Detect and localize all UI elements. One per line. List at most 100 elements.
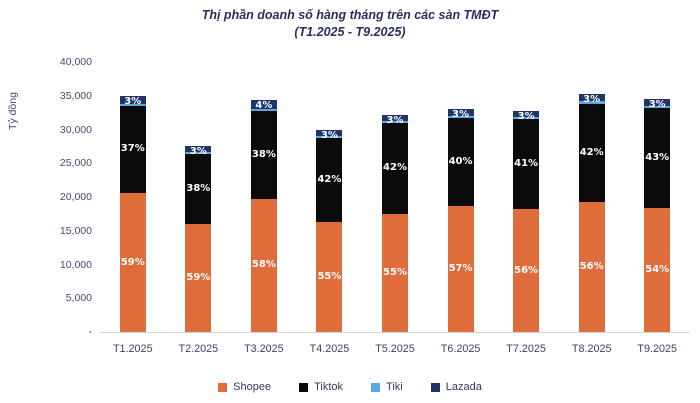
segment-shopee-T3.2025 xyxy=(250,198,277,332)
data-label-shopee-T2.2025: 59% xyxy=(186,271,211,283)
bar-T3.2025: 58% 38% 4% xyxy=(250,99,277,332)
y-tick: 35,000 xyxy=(59,89,92,102)
bar-T7.2025: 56% 41% 3% xyxy=(513,110,540,332)
y-tick: 30,000 xyxy=(59,123,92,136)
legend-item-tiki: Tiki xyxy=(371,381,403,393)
segment-lazada-T3.2025 xyxy=(250,99,277,109)
bar-T1.2025: 59% 37% 3% xyxy=(119,96,146,332)
bar-T2.2025: 59% 38% 3% xyxy=(185,146,212,332)
y-axis-title: Tỷ đồng xyxy=(7,92,19,130)
plot-area: 59% 37% 3% 59% 38% 3% 58% 38% 4% 55% 42% 3% 55% 42% 3%… xyxy=(100,62,690,333)
segment-tiktok-T5.2025 xyxy=(382,123,408,214)
legend-swatch-lazada xyxy=(430,382,440,392)
data-label-lazada-T4.2025: 3% xyxy=(320,129,338,141)
data-label-lazada-T9.2025: 3% xyxy=(648,99,666,111)
segment-lazada-T1.2025 xyxy=(119,96,146,104)
bar-T5.2025: 55% 42% 3% xyxy=(382,114,408,332)
segment-shopee-T5.2025 xyxy=(382,213,408,332)
x-label-T3.2025: T3.2025 xyxy=(244,343,284,355)
data-label-shopee-T9.2025: 54% xyxy=(645,263,670,275)
segment-lazada-T7.2025 xyxy=(513,110,540,118)
segment-tiktok-T8.2025 xyxy=(578,103,605,202)
x-label-T8.2025: T8.2025 xyxy=(571,343,612,355)
data-label-tiktok-T7.2025: 41% xyxy=(514,158,539,170)
segment-shopee-T7.2025 xyxy=(513,209,540,332)
legend-swatch-shopee xyxy=(218,382,228,392)
chart-title-line2: (T1.2025 - T9.2025) xyxy=(294,25,406,39)
data-label-tiktok-T5.2025: 42% xyxy=(383,162,407,174)
x-label-T9.2025: T9.2025 xyxy=(637,343,678,355)
data-label-tiktok-T8.2025: 42% xyxy=(579,146,604,158)
legend-item-shopee: Shopee xyxy=(218,381,271,393)
data-label-tiktok-T9.2025: 43% xyxy=(645,151,670,163)
segment-lazada-T2.2025 xyxy=(185,146,212,152)
x-label-T7.2025: T7.2025 xyxy=(506,343,546,355)
segment-lazada-T5.2025 xyxy=(382,114,408,122)
segment-tiktok-T4.2025 xyxy=(316,137,343,222)
chart-title: Thị phần doanh số hàng tháng trên các sà… xyxy=(0,7,700,41)
data-label-lazada-T6.2025: 3% xyxy=(452,109,470,121)
segment-shopee-T9.2025 xyxy=(644,207,671,332)
y-tick: 15,000 xyxy=(59,224,92,237)
segment-tiki-T1.2025 xyxy=(119,103,146,106)
data-label-lazada-T7.2025: 3% xyxy=(517,110,535,122)
data-label-tiktok-T2.2025: 38% xyxy=(186,182,211,194)
segment-shopee-T1.2025 xyxy=(119,193,146,332)
segment-tiki-T3.2025 xyxy=(250,109,277,112)
data-label-shopee-T6.2025: 57% xyxy=(448,263,473,275)
legend-label-shopee: Shopee xyxy=(233,381,272,393)
segment-tiki-T7.2025 xyxy=(513,117,540,120)
segment-tiki-T6.2025 xyxy=(447,115,474,119)
data-label-shopee-T1.2025: 59% xyxy=(120,256,145,268)
y-tick: 40,000 xyxy=(59,56,92,68)
segment-shopee-T4.2025 xyxy=(316,221,343,332)
segment-tiktok-T9.2025 xyxy=(644,108,671,208)
segment-tiktok-T1.2025 xyxy=(119,105,146,194)
data-label-lazada-T5.2025: 3% xyxy=(386,114,404,126)
legend-label-tiktok: Tiktok xyxy=(314,381,344,393)
data-label-lazada-T2.2025: 3% xyxy=(189,146,207,158)
bar-T4.2025: 55% 42% 3% xyxy=(316,129,343,332)
x-label-T1.2025: T1.2025 xyxy=(112,343,153,355)
segment-tiki-T9.2025 xyxy=(644,106,671,109)
legend-swatch-tiktok xyxy=(299,382,309,392)
segment-tiktok-T2.2025 xyxy=(185,153,212,224)
x-label-T5.2025: T5.2025 xyxy=(375,343,415,355)
segment-shopee-T8.2025 xyxy=(578,201,605,332)
data-label-lazada-T1.2025: 3% xyxy=(124,96,142,108)
segment-tiktok-T6.2025 xyxy=(447,118,474,207)
segment-tiktok-T7.2025 xyxy=(513,119,540,210)
segment-tiki-T8.2025 xyxy=(578,101,605,104)
segment-tiki-T4.2025 xyxy=(316,135,343,138)
y-tick: 10,000 xyxy=(59,258,92,271)
legend: Shopee Tiktok Tiki Lazada xyxy=(0,381,700,393)
segment-tiktok-T3.2025 xyxy=(250,111,277,199)
data-label-tiktok-T1.2025: 37% xyxy=(120,143,145,155)
legend-label-tiki: Tiki xyxy=(386,381,403,393)
segment-lazada-T4.2025 xyxy=(316,129,343,136)
data-label-shopee-T4.2025: 55% xyxy=(317,270,342,282)
y-tick: 5,000 xyxy=(65,292,92,305)
bar-T6.2025: 57% 40% 3% xyxy=(447,109,474,332)
data-label-lazada-T8.2025: 3% xyxy=(583,94,601,106)
segment-tiki-T2.2025 xyxy=(185,151,212,154)
y-tick: 25,000 xyxy=(59,157,92,170)
bar-T9.2025: 54% 43% 3% xyxy=(644,99,671,332)
y-tick: 20,000 xyxy=(59,191,92,203)
legend-item-tiktok: Tiktok xyxy=(299,381,343,393)
data-label-lazada-T3.2025: 4% xyxy=(255,99,273,111)
data-label-tiktok-T4.2025: 42% xyxy=(317,173,342,185)
y-tick: - xyxy=(88,326,93,338)
data-label-shopee-T3.2025: 58% xyxy=(251,259,276,271)
segment-lazada-T6.2025 xyxy=(447,109,474,116)
bar-T8.2025: 56% 42% 3% xyxy=(578,94,605,332)
segment-shopee-T6.2025 xyxy=(447,206,474,332)
segment-tiki-T5.2025 xyxy=(382,121,408,124)
x-label-T4.2025: T4.2025 xyxy=(309,343,350,355)
data-label-shopee-T5.2025: 55% xyxy=(383,266,407,278)
legend-item-lazada: Lazada xyxy=(430,381,482,393)
data-label-tiktok-T3.2025: 38% xyxy=(251,148,276,160)
data-label-tiktok-T6.2025: 40% xyxy=(448,156,473,168)
segment-lazada-T9.2025 xyxy=(644,99,671,107)
chart-title-line1: Thị phần doanh số hàng tháng trên các sà… xyxy=(201,8,499,22)
